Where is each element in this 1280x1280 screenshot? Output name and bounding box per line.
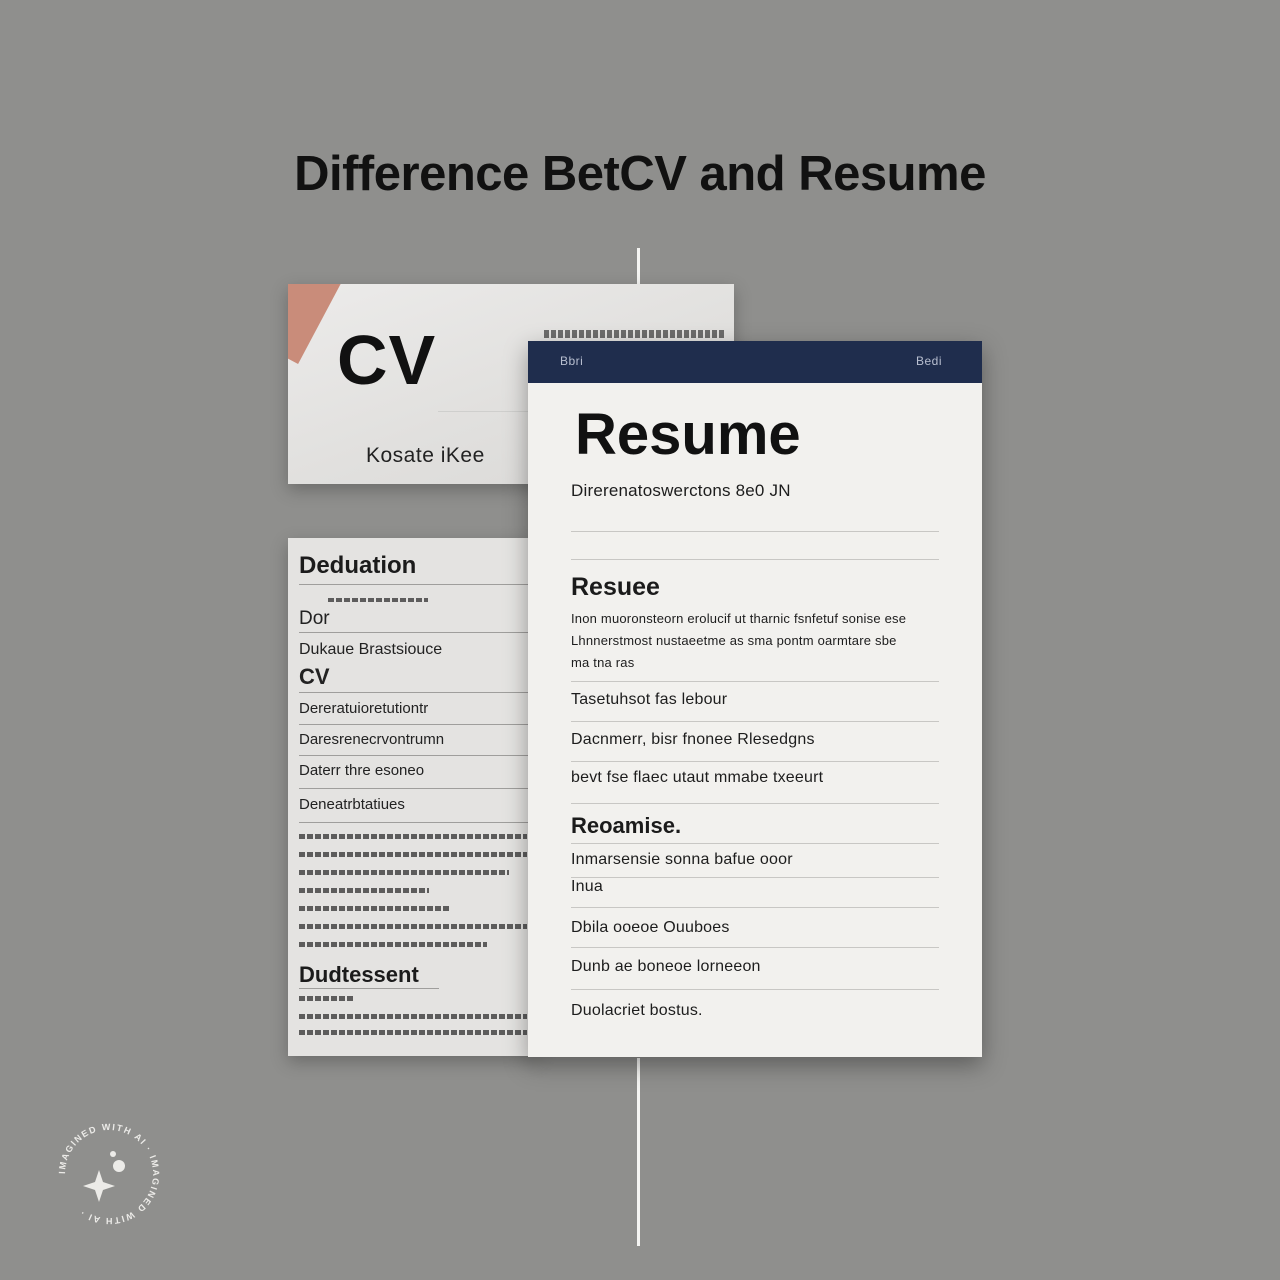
cv-doc-rule: [299, 632, 529, 633]
cv-doc-scribble: [299, 888, 429, 893]
cv-doc-scribble: [299, 1030, 527, 1035]
resume-list-item: bevt fse flaec utaut mmabe txeeurt: [571, 769, 824, 786]
resume-section-heading: Reoamise.: [571, 813, 682, 838]
cv-doc-rule: [299, 788, 529, 789]
resume-paragraph-line: Inon muoronsteorn erolucif ut tharnic fs…: [571, 611, 907, 626]
resume-rule: [571, 907, 939, 908]
cv-card-subtitle: Kosate iKee: [366, 444, 485, 467]
cv-card-scribble: [544, 330, 724, 338]
cv-doc-scribble: [299, 924, 527, 929]
resume-rule: [571, 803, 939, 804]
cv-card-rule: [438, 411, 608, 412]
cv-doc-rule: [299, 755, 529, 756]
cv-doc-scribble: [299, 870, 509, 875]
cv-doc-scribble: [299, 834, 527, 839]
cv-doc-scribble: [299, 852, 527, 857]
svg-text:IMAGINED WITH AI · IMAGINED WI: IMAGINED WITH AI · IMAGINED WITH AI ·: [57, 1122, 161, 1226]
resume-subtitle: Direrenatoswerctons 8e0 JN: [571, 481, 791, 500]
resume-rule: [571, 559, 939, 560]
ai-watermark-badge: IMAGINED WITH AI · IMAGINED WITH AI ·: [57, 1122, 161, 1226]
resume-rule: [571, 989, 939, 990]
resume-rule: [571, 843, 939, 844]
resume-rule: [571, 721, 939, 722]
cv-doc-heading: Dudtessent: [299, 962, 419, 987]
cv-document: Deduation Dor Dukaue Brastsiouce CV Dere…: [288, 538, 538, 1056]
cv-doc-rule: [299, 822, 529, 823]
cv-doc-scribble: [328, 598, 428, 602]
resume-section-heading: Resuee: [571, 573, 660, 601]
resume-list-item: Tasetuhsot fas lebour: [571, 691, 728, 708]
cv-doc-scribble: [299, 942, 487, 947]
resume-list-item: Dunb ae boneoe lorneeon: [571, 958, 761, 975]
resume-paragraph-line: Lhnnerstmost nustaeetme as sma pontm oar…: [571, 633, 897, 648]
resume-list-item: Dbila ooeoe Ouuboes: [571, 919, 730, 936]
watermark-text: IMAGINED WITH AI · IMAGINED WITH AI ·: [57, 1122, 159, 1226]
resume-header-bar: Bbri Bedi: [528, 341, 982, 383]
resume-header-left: Bbri: [560, 354, 584, 368]
resume-title: Resume: [575, 402, 801, 467]
cv-doc-rule: [299, 692, 529, 693]
resume-rule: [571, 761, 939, 762]
resume-rule: [571, 947, 939, 948]
cv-card-label: CV: [337, 321, 437, 399]
cv-doc-rule: [299, 988, 439, 989]
resume-document: Bbri Bedi Resume Direrenatoswerctons 8e0…: [528, 341, 982, 1057]
resume-list-item: Dacnmerr, bisr fnonee Rlesedgns: [571, 731, 815, 748]
resume-header-right: Bedi: [915, 354, 942, 368]
resume-rule: [571, 877, 939, 878]
cv-doc-rule: [299, 724, 529, 725]
cv-doc-line: Dukaue Brastsiouce: [299, 641, 443, 658]
cv-doc-line: Dereratuioretutiontr: [299, 700, 429, 717]
cv-doc-rule: [299, 584, 529, 585]
cv-doc-line: Daresrenecrvontrumn: [299, 731, 445, 748]
cv-doc-line: Daterr thre esoneo: [299, 762, 425, 779]
cv-doc-scribble: [299, 1014, 527, 1019]
resume-rule: [571, 531, 939, 532]
cv-doc-heading: Deduation: [299, 552, 417, 579]
resume-list-item: Duolacriet bostus.: [571, 1002, 703, 1019]
cv-doc-scribble: [299, 996, 355, 1001]
resume-paragraph-line: ma tna ras: [571, 655, 635, 670]
center-divider-bottom: [637, 1058, 640, 1246]
page-title: Difference BetCV and Resume: [294, 147, 986, 201]
resume-list-item: Inua: [571, 878, 603, 895]
cv-doc-scribble: [299, 906, 449, 911]
cv-doc-line: CV: [299, 664, 330, 689]
sparkle-icon: [83, 1151, 125, 1202]
resume-rule: [571, 681, 939, 682]
resume-list-item: Inmarsensie sonna bafue ooor: [571, 851, 793, 868]
cv-doc-line: Dor: [299, 608, 330, 629]
cv-doc-line: Deneatrbtatiues: [299, 796, 405, 813]
